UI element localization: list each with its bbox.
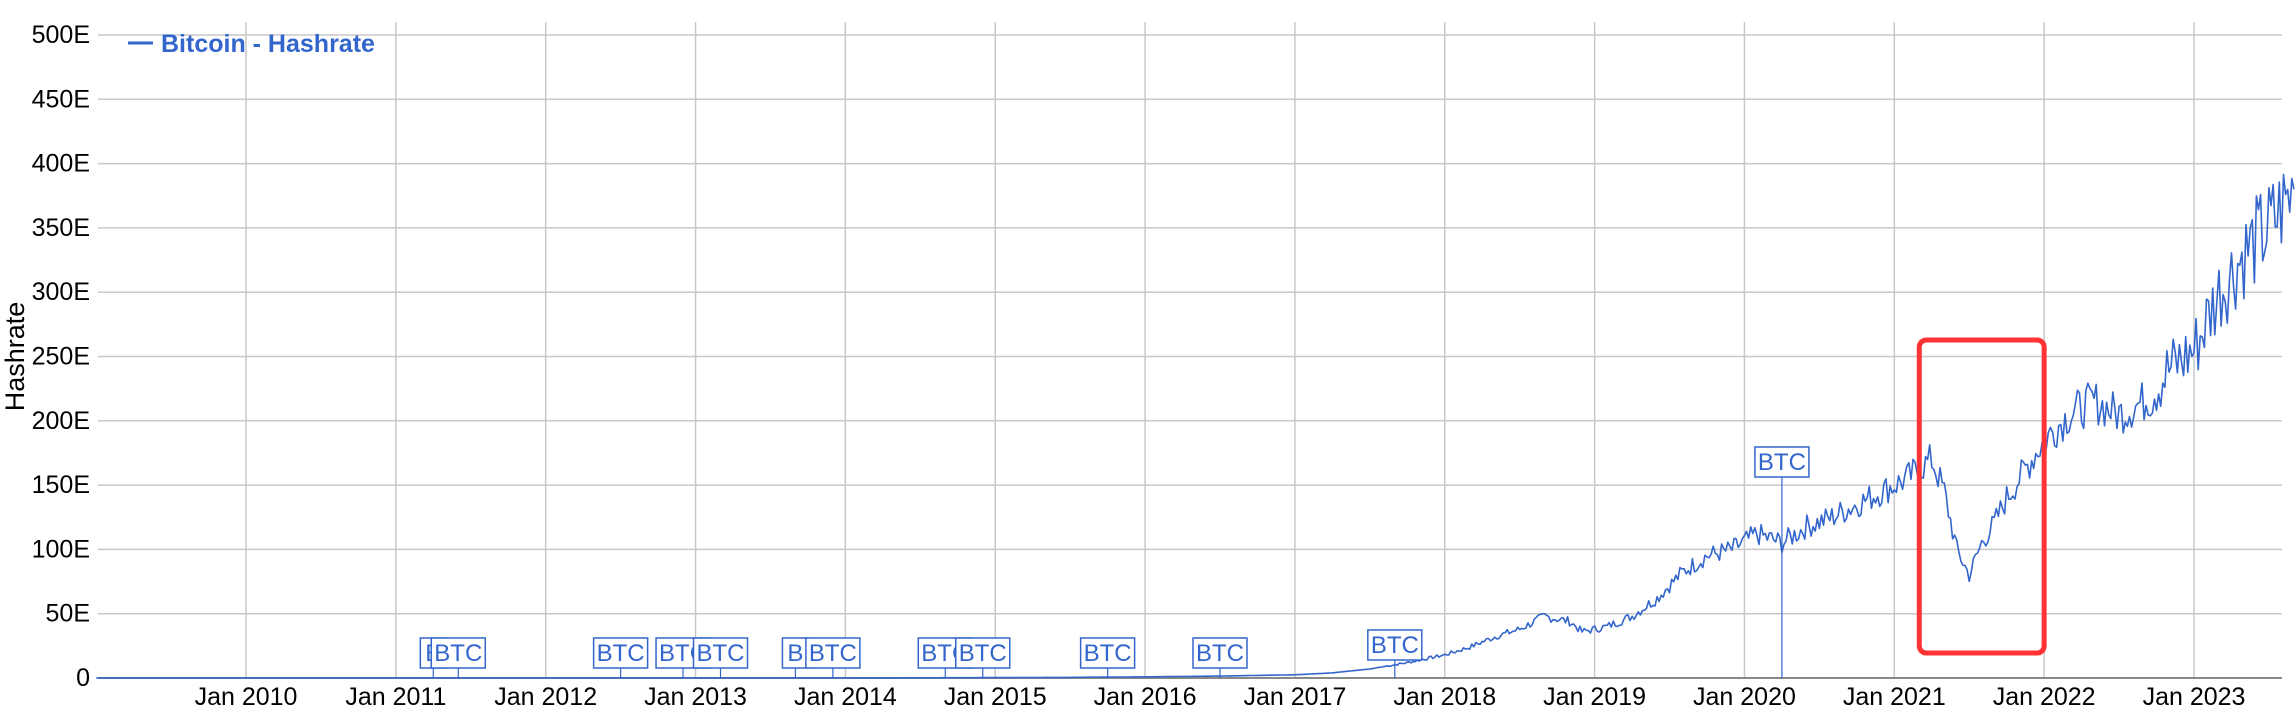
annotation-label: BTC xyxy=(597,640,645,667)
annotation-flag xyxy=(1754,446,1810,478)
x-tick-label: Jan 2016 xyxy=(1094,683,1197,711)
legend-label: Bitcoin - Hashrate xyxy=(161,30,375,58)
annotation-flag xyxy=(692,637,749,669)
annotation-label: BTC xyxy=(697,640,745,667)
x-tick-label: Jan 2012 xyxy=(494,683,597,711)
highlight-box xyxy=(1916,337,2047,656)
x-tick-label: Jan 2015 xyxy=(944,683,1047,711)
y-tick-label: 150E xyxy=(32,471,90,499)
x-tick-label: Jan 2020 xyxy=(1693,683,1796,711)
annotation-flag xyxy=(592,637,649,669)
y-tick-label: 500E xyxy=(32,21,90,49)
annotation-label: BTC xyxy=(1758,449,1806,476)
x-tick-label: Jan 2010 xyxy=(195,683,298,711)
annotation-label: BTC xyxy=(1084,640,1132,667)
x-tick-label: Jan 2022 xyxy=(1993,683,2096,711)
y-axis-title: Hashrate xyxy=(0,302,30,412)
annotation-label: BTC xyxy=(959,640,1007,667)
y-tick-label: 300E xyxy=(32,278,90,306)
y-tick-label: 450E xyxy=(32,85,90,113)
annotation-flag xyxy=(1367,629,1423,661)
x-tick-label: Jan 2019 xyxy=(1543,683,1646,711)
y-tick-label: 350E xyxy=(32,214,90,242)
x-tick-label: Jan 2013 xyxy=(644,683,747,711)
x-tick-label: Jan 2018 xyxy=(1393,683,1496,711)
y-tick-label: 0 xyxy=(76,664,90,692)
annotation-flag xyxy=(1079,637,1136,669)
annotation-label: BTC xyxy=(1196,640,1244,667)
x-tick-label: Jan 2023 xyxy=(2143,683,2246,711)
x-tick-label: Jan 2011 xyxy=(345,683,446,711)
y-tick-label: 400E xyxy=(32,150,90,178)
annotation-label: BTC xyxy=(1371,632,1419,659)
y-tick-label: 250E xyxy=(32,343,90,371)
hashrate-series-line xyxy=(96,173,2295,679)
y-tick-label: 100E xyxy=(32,535,90,563)
y-tick-label: 50E xyxy=(46,600,90,628)
annotation-flag xyxy=(781,637,810,669)
x-tick-label: Jan 2021 xyxy=(1843,683,1946,711)
annotation-label: BTC xyxy=(434,640,482,667)
annotation-flag xyxy=(805,637,861,669)
x-tick-label: Jan 2017 xyxy=(1243,683,1346,711)
y-tick-label: 200E xyxy=(32,407,90,435)
annotation-flag xyxy=(1192,637,1248,669)
annotation-flag xyxy=(430,637,487,669)
annotation-label: B xyxy=(787,640,803,667)
x-tick-label: Jan 2014 xyxy=(794,683,897,711)
annotation-label: BTC xyxy=(809,640,857,667)
annotation-flag xyxy=(954,637,1011,669)
